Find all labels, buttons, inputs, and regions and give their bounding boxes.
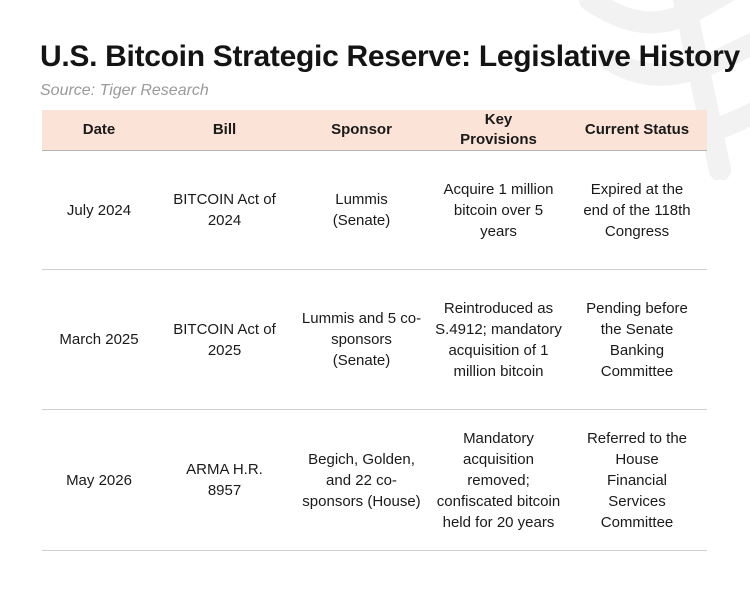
cell-date: May 2026 [42, 409, 156, 551]
cell-sponsor: Lummis and 5 co-sponsors (Senate) [293, 269, 430, 410]
cell-sponsor: Lummis (Senate) [293, 150, 430, 270]
header-date: Date [42, 110, 156, 151]
header-current-status: Current Status [567, 110, 707, 151]
table-row: March 2025 BITCOIN Act of 2025 Lummis an… [42, 269, 707, 410]
cell-bill: ARMA H.R. 8957 [156, 409, 293, 551]
cell-sponsor: Begich, Golden, and 22 co-sponsors (Hous… [293, 409, 430, 551]
cell-status: Expired at the end of the 118th Congress [567, 150, 707, 270]
header-sponsor: Sponsor [293, 110, 430, 151]
cell-provisions: Acquire 1 million bitcoin over 5 years [430, 150, 567, 270]
table-header-row: Date Bill Sponsor Key Provisions Current… [42, 110, 707, 151]
cell-date: March 2025 [42, 269, 156, 410]
header-bill: Bill [156, 110, 293, 151]
cell-provisions: Reintroduced as S.4912; mandatory acquis… [430, 269, 567, 410]
cell-date: July 2024 [42, 150, 156, 270]
page-title: U.S. Bitcoin Strategic Reserve: Legislat… [40, 40, 740, 73]
cell-status: Referred to the House Financial Services… [567, 409, 707, 551]
table-row: July 2024 BITCOIN Act of 2024 Lummis (Se… [42, 150, 707, 270]
cell-provisions: Mandatory acquisition removed; confiscat… [430, 409, 567, 551]
legislative-history-table: Date Bill Sponsor Key Provisions Current… [42, 110, 707, 551]
cell-bill: BITCOIN Act of 2025 [156, 269, 293, 410]
cell-bill: BITCOIN Act of 2024 [156, 150, 293, 270]
table-row: May 2026 ARMA H.R. 8957 Begich, Golden, … [42, 409, 707, 551]
header-key-provisions: Key Provisions [430, 110, 567, 151]
source-caption: Source: Tiger Research [40, 82, 209, 99]
cell-status: Pending before the Senate Banking Commit… [567, 269, 707, 410]
